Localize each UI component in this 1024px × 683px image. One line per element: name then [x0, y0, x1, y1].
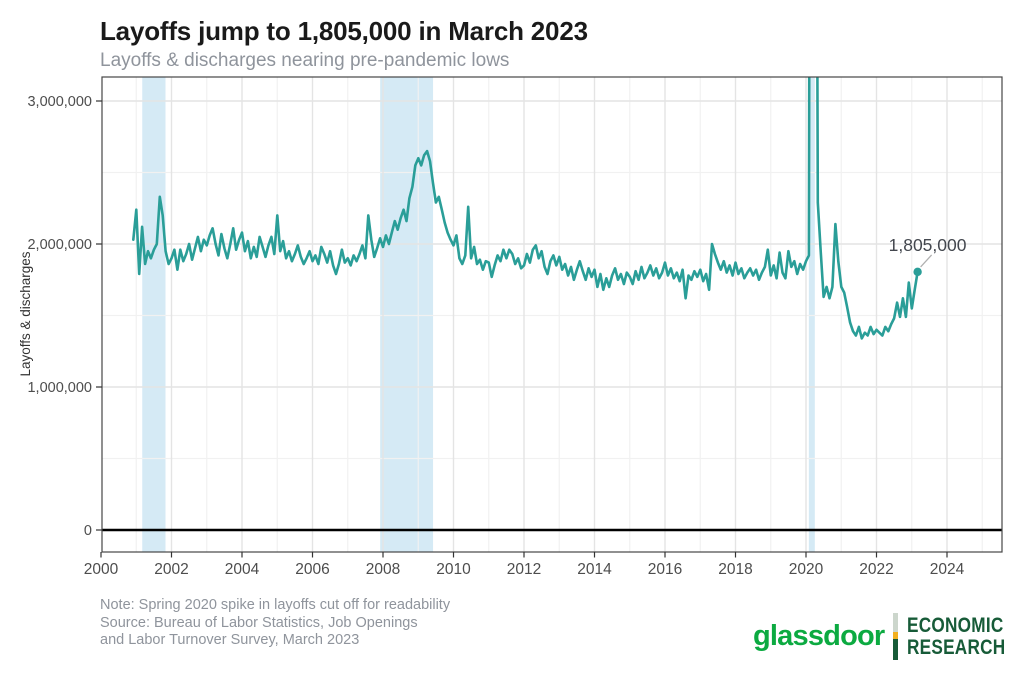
x-tick-label: 2022: [859, 561, 893, 578]
recession-band: [808, 77, 815, 552]
x-tick-label: 2002: [154, 561, 188, 578]
note-line: Note: Spring 2020 spike in layoffs cut o…: [100, 597, 451, 613]
x-tick-label: 2000: [84, 561, 119, 578]
y-tick-label: 3,000,000: [27, 94, 92, 110]
source-line: Source: Bureau of Labor Statistics, Job …: [100, 614, 418, 631]
layoffs-series-line: [132, 77, 919, 340]
glassdoor-economic-research-logo: glassdoor ECONOMIC RESEARCH: [753, 610, 1024, 662]
recession-band: [380, 77, 434, 552]
logo-divider-segment: [893, 612, 898, 632]
x-tick-label: 2018: [718, 561, 752, 578]
x-tick-label: 2016: [648, 561, 682, 578]
x-tick-label: 2004: [225, 561, 260, 578]
chart-notes: Note: Spring 2020 spike in layoffs cut o…: [100, 597, 450, 650]
logo-divider-segment: [893, 631, 898, 639]
research-label: RESEARCH: [906, 635, 1006, 659]
plot-panel: [102, 77, 1002, 552]
chart-subtitle: Layoffs & discharges nearing pre-pandemi…: [100, 50, 510, 71]
annotation-connector: [920, 254, 933, 268]
economic-research-label: ECONOMIC RESEARCH: [907, 614, 1005, 658]
y-tick-label: 0: [84, 523, 92, 539]
x-tick-label: 2008: [366, 561, 400, 578]
x-tick-label: 2010: [436, 561, 471, 578]
x-tick-label: 2020: [789, 561, 824, 578]
recession-band: [142, 77, 166, 552]
x-tick-label: 2024: [930, 561, 965, 578]
annotation-label: 1,805,000: [889, 235, 967, 255]
y-tick-label: 1,000,000: [27, 380, 92, 396]
layoffs-line-chart: 1,805,000 2000 2002 2004 2006 2008 2010 2012 201…: [18, 76, 1003, 578]
x-tick-label: 2014: [577, 561, 612, 578]
panel-border: [101, 76, 1003, 553]
economic-label: ECONOMIC: [906, 613, 1004, 637]
logo-divider: [893, 612, 898, 660]
x-tick-label: 2012: [507, 561, 541, 578]
source-line-2: and Labor Turnover Survey, March 2023: [100, 632, 360, 648]
y-tick-label: 2,000,000: [27, 237, 92, 253]
y-axis-title: Layoffs & discharges: [18, 251, 33, 376]
latest-point-marker: [913, 267, 922, 277]
logo-divider-segment: [893, 638, 898, 660]
chart-title: Layoffs jump to 1,805,000 in March 2023: [100, 16, 588, 46]
glassdoor-wordmark: glassdoor: [753, 620, 885, 652]
x-tick-label: 2006: [295, 561, 329, 578]
